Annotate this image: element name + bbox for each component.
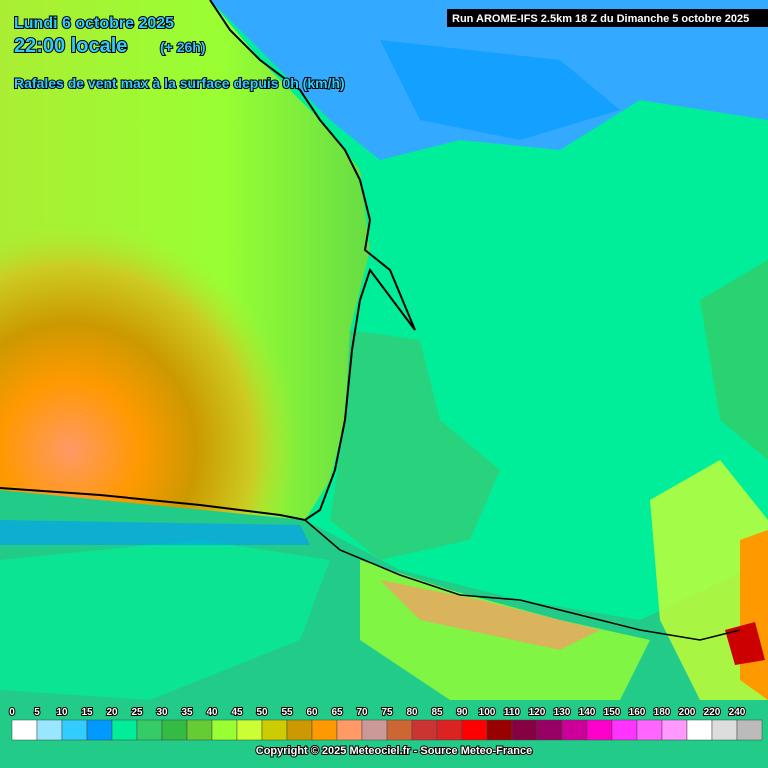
run-label: Run AROME-IFS 2.5km 18 Z du Dimanche 5 o… (452, 13, 749, 25)
legend-label: 85 (431, 707, 443, 718)
date: Lundi 6 octobre 2025 (14, 15, 174, 32)
legend-swatch (186, 719, 213, 741)
copyright: Copyright © 2025 Meteociel.fr - Source M… (256, 745, 532, 757)
legend-swatch (311, 719, 338, 741)
legend-label: 80 (406, 707, 418, 718)
legend-swatch (336, 719, 363, 741)
legend-swatch (586, 719, 613, 741)
legend-label: 75 (381, 707, 393, 718)
legend-label: 15 (81, 707, 93, 718)
legend-label: 10 (56, 707, 68, 718)
legend-label: 90 (456, 707, 468, 718)
legend-swatch (86, 719, 113, 741)
legend: 0 5 10 15 20 25 30 35 40 45 50 55 60 65 70 75 80 85 90 100 1… (8, 706, 763, 741)
legend-swatch (286, 719, 313, 741)
time: 22:00 locale (14, 35, 127, 57)
legend-label: 110 (504, 707, 521, 718)
legend-swatch (611, 719, 638, 741)
lead: (+ 26h) (160, 39, 206, 55)
legend-swatch (736, 719, 763, 741)
legend-label: 0 (9, 707, 15, 718)
legend-swatch (436, 719, 463, 741)
coastline (0, 0, 416, 522)
legend-label: 180 (654, 707, 671, 718)
legend-swatch (711, 719, 738, 741)
legend-label: 150 (604, 707, 621, 718)
legend-swatch (411, 719, 438, 741)
legend-swatch (661, 719, 688, 741)
run-box (447, 9, 768, 27)
legend-swatch (261, 719, 288, 741)
legend-swatch (36, 719, 63, 741)
legend-swatch (236, 719, 263, 741)
legend-swatch (386, 719, 413, 741)
legend-label: 60 (306, 707, 318, 718)
legend-label: 45 (231, 707, 243, 718)
legend-label: 20 (106, 707, 118, 718)
legend-swatch (136, 719, 163, 741)
legend-swatch (61, 719, 88, 741)
legend-label: 40 (206, 707, 218, 718)
legend-label: 100 (479, 707, 496, 718)
legend-label: 140 (579, 707, 596, 718)
legend-swatch (686, 719, 713, 741)
legend-swatch (211, 719, 238, 741)
legend-label: 30 (156, 707, 168, 718)
legend-swatch (461, 719, 488, 741)
legend-label: 65 (331, 707, 343, 718)
legend-label: 130 (554, 707, 571, 718)
legend-label: 35 (181, 707, 193, 718)
legend-label: 5 (34, 707, 40, 718)
legend-label: 25 (131, 707, 143, 718)
legend-label: 160 (629, 707, 646, 718)
legend-label: 240 (729, 707, 746, 718)
parameter: Rafales de vent max à la surface depuis … (14, 75, 345, 91)
legend-label: 50 (256, 707, 268, 718)
legend-swatch (536, 719, 563, 741)
legend-swatch (361, 719, 388, 741)
legend-swatch (111, 719, 138, 741)
legend-swatch (561, 719, 588, 741)
legend-swatch (511, 719, 538, 741)
legend-label: 55 (281, 707, 293, 718)
legend-label: 70 (356, 707, 368, 718)
legend-swatch (161, 719, 188, 741)
border (304, 519, 741, 641)
legend-label: 200 (679, 707, 696, 718)
legend-swatch (11, 719, 38, 741)
legend-swatch (636, 719, 663, 741)
legend-swatch (486, 719, 513, 741)
legend-label: 120 (529, 707, 546, 718)
legend-label: 220 (704, 707, 721, 718)
